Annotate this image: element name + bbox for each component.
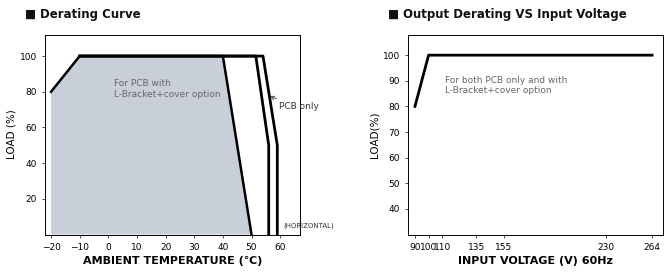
Text: Output Derating VS Input Voltage: Output Derating VS Input Voltage	[403, 8, 627, 21]
Text: ■: ■	[25, 8, 36, 21]
Polygon shape	[80, 56, 277, 235]
X-axis label: AMBIENT TEMPERATURE (℃): AMBIENT TEMPERATURE (℃)	[83, 256, 263, 266]
Text: ■: ■	[388, 8, 399, 21]
Y-axis label: LOAD(%): LOAD(%)	[370, 111, 380, 158]
Text: Derating Curve: Derating Curve	[40, 8, 141, 21]
Y-axis label: LOAD (%): LOAD (%)	[7, 110, 17, 159]
Text: For PCB with
L-Bracket+cover option: For PCB with L-Bracket+cover option	[114, 79, 220, 99]
X-axis label: INPUT VOLTAGE (V) 60Hz: INPUT VOLTAGE (V) 60Hz	[458, 256, 613, 266]
Polygon shape	[51, 56, 251, 235]
Text: (HORIZONTAL): (HORIZONTAL)	[283, 223, 334, 229]
Text: PCB only: PCB only	[271, 96, 319, 111]
Text: For both PCB only and with
L-Bracket+cover option: For both PCB only and with L-Bracket+cov…	[445, 76, 567, 95]
